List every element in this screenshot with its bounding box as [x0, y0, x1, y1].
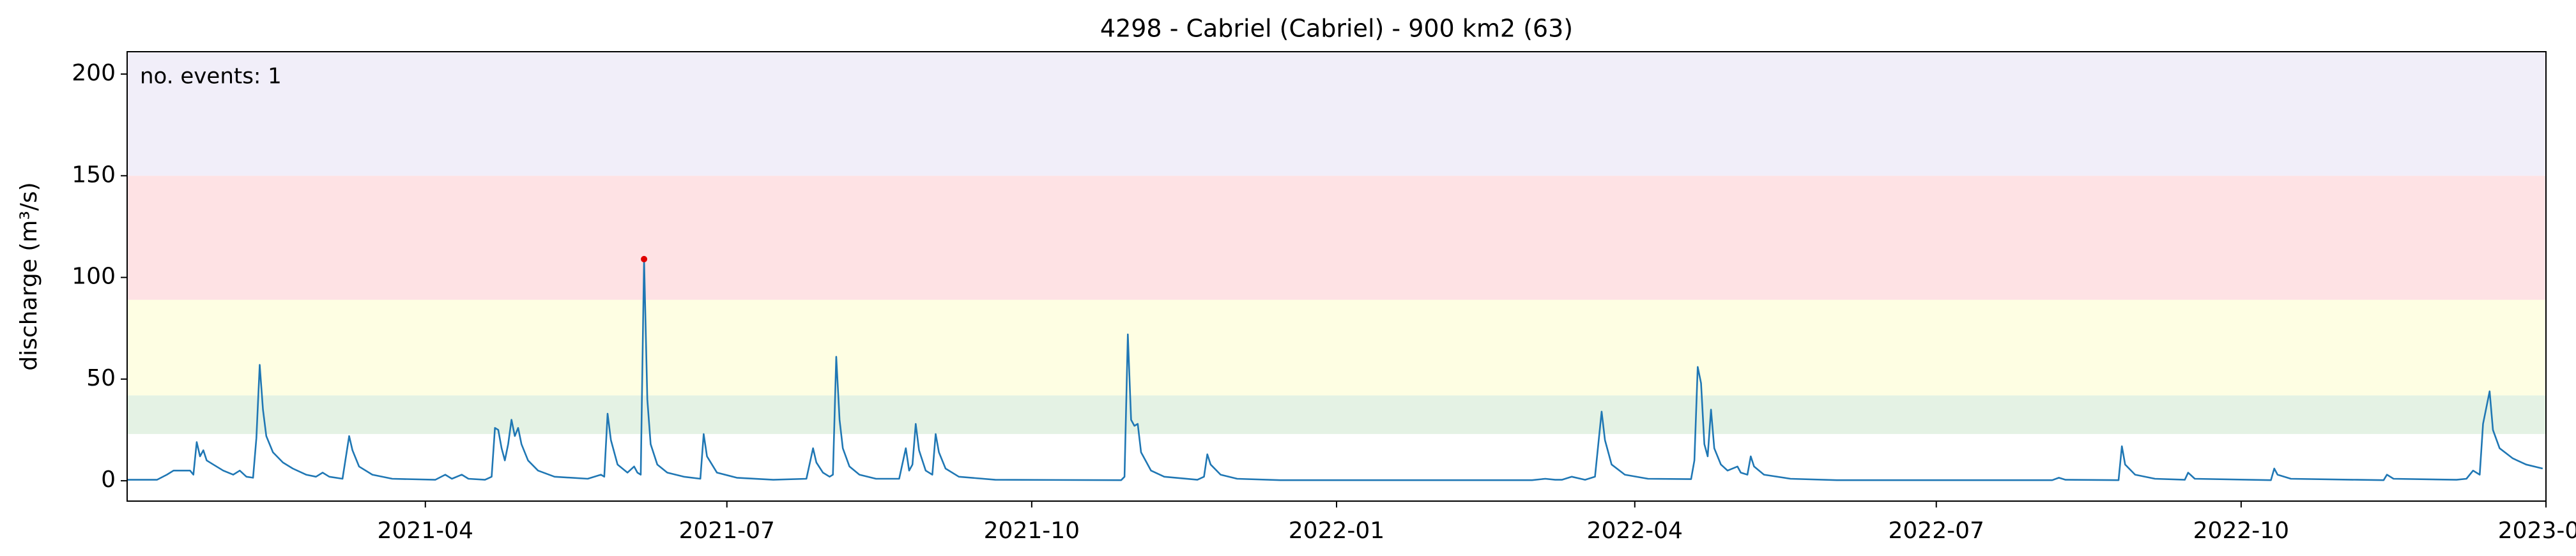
- y-tick-label: 150: [72, 162, 116, 188]
- threshold-band: [127, 176, 2546, 300]
- annotation: no. events: 1: [140, 64, 282, 89]
- y-tick-label: 0: [101, 467, 116, 493]
- threshold-band: [127, 299, 2546, 396]
- x-tick-label: 2021-07: [679, 518, 775, 544]
- y-tick-label: 200: [72, 60, 116, 86]
- threshold-band: [127, 395, 2546, 434]
- plot-frame: [126, 51, 2547, 502]
- threshold-band: [127, 52, 2546, 176]
- y-axis-label: discharge (m³/s): [16, 182, 42, 370]
- y-tick-label: 100: [72, 264, 116, 290]
- x-tick-label: 2023-01: [2498, 518, 2576, 544]
- x-tick-label: 2022-01: [1289, 518, 1384, 544]
- x-tick-label: 2021-04: [378, 518, 473, 544]
- chart-title: 4298 - Cabriel (Cabriel) - 900 km2 (63): [1100, 15, 1573, 43]
- x-tick-label: 2021-10: [984, 518, 1080, 544]
- event-marker: [641, 255, 648, 262]
- series-line: [127, 258, 2543, 481]
- x-tick-label: 2022-07: [1889, 518, 1984, 544]
- x-tick-label: 2022-04: [1587, 518, 1683, 544]
- x-tick-label: 2022-10: [2193, 518, 2289, 544]
- y-tick-label: 50: [86, 365, 116, 391]
